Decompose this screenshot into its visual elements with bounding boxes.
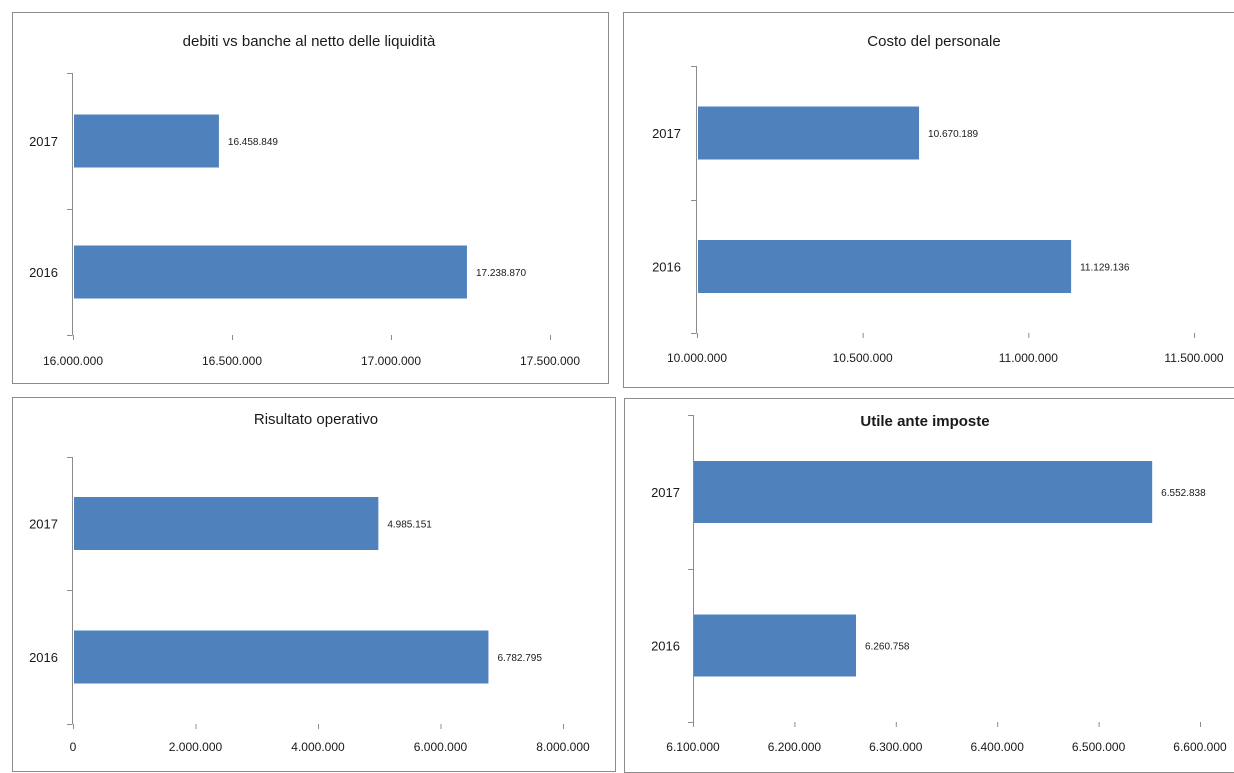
data-label: 17.238.870 xyxy=(476,268,526,279)
data-label: 16.458.849 xyxy=(228,137,278,148)
chart-panel-utile-ante-imposte: Utile ante imposte 2017 6.552.838 2016 6.260… xyxy=(624,398,1234,773)
data-label: 11.129.136 xyxy=(1080,263,1130,274)
data-label: 6.552.838 xyxy=(1161,488,1206,499)
category-label: 2017 xyxy=(652,126,681,141)
chart-utile-ante-imposte: Utile ante imposte 2017 6.552.838 2016 6.260… xyxy=(651,413,1227,754)
data-label: 6.782.795 xyxy=(497,653,542,664)
bar-2017 xyxy=(74,114,219,168)
data-label: 10.670.189 xyxy=(928,129,978,140)
bar-2016 xyxy=(74,630,489,684)
chart-title: Costo del personale xyxy=(867,33,1000,50)
x-tick-label: 6.000.000 xyxy=(414,740,468,754)
x-tick-label: 11.500.000 xyxy=(1164,351,1223,365)
x-tick-label: 11.000.000 xyxy=(999,351,1058,365)
x-tick-label: 17.000.000 xyxy=(361,354,421,368)
chart-title: Utile ante imposte xyxy=(860,413,989,430)
bar-2017 xyxy=(694,461,1153,523)
x-tick-label: 6.400.000 xyxy=(971,740,1025,754)
chart-risultato-operativo: Risultato operativo 2017 4.985.151 2016 6.78… xyxy=(29,411,590,754)
x-tick-label: 6.600.000 xyxy=(1173,740,1227,754)
category-label: 2016 xyxy=(652,260,681,275)
category-label: 2016 xyxy=(29,265,58,280)
x-tick-label: 6.300.000 xyxy=(869,740,923,754)
chart-panel-risultato-operativo: Risultato operativo 2017 4.985.151 2016 6.78… xyxy=(12,397,616,772)
chart-costo-personale: Costo del personale 2017 10.670.189 2016 11.… xyxy=(652,33,1224,365)
bar-2016 xyxy=(698,240,1072,293)
bar-2016 xyxy=(694,614,857,677)
x-tick-label: 2.000.000 xyxy=(169,740,223,754)
bar-2017 xyxy=(698,106,920,160)
x-tick-label: 10.500.000 xyxy=(833,351,893,365)
data-label: 6.260.758 xyxy=(865,642,910,653)
x-tick-label: 0 xyxy=(70,740,77,754)
x-tick-label: 6.500.000 xyxy=(1072,740,1126,754)
x-tick-label: 6.200.000 xyxy=(768,740,822,754)
x-tick-label: 4.000.000 xyxy=(291,740,345,754)
chart-title: Risultato operativo xyxy=(254,411,378,428)
category-label: 2017 xyxy=(29,517,58,532)
data-label: 4.985.151 xyxy=(387,520,432,531)
x-tick-label: 8.000.000 xyxy=(536,740,590,754)
x-tick-label: 6.100.000 xyxy=(666,740,720,754)
chart-panel-debiti: debiti vs banche al netto delle liquidit… xyxy=(12,12,609,384)
chart-debiti: debiti vs banche al netto delle liquidit… xyxy=(29,33,580,368)
x-tick-label: 16.500.000 xyxy=(202,354,262,368)
category-label: 2017 xyxy=(651,485,680,500)
x-tick-label: 16.000.000 xyxy=(43,354,103,368)
category-label: 2016 xyxy=(29,650,58,665)
bar-2017 xyxy=(74,497,379,550)
x-tick-label: 17.500.000 xyxy=(520,354,580,368)
category-label: 2016 xyxy=(651,639,680,654)
x-tick-label: 10.000.000 xyxy=(667,351,727,365)
category-label: 2017 xyxy=(29,134,58,149)
chart-title: debiti vs banche al netto delle liquidit… xyxy=(183,33,436,50)
bar-2016 xyxy=(74,245,467,299)
chart-panel-costo-personale: Costo del personale 2017 10.670.189 2016 11.… xyxy=(623,12,1234,388)
